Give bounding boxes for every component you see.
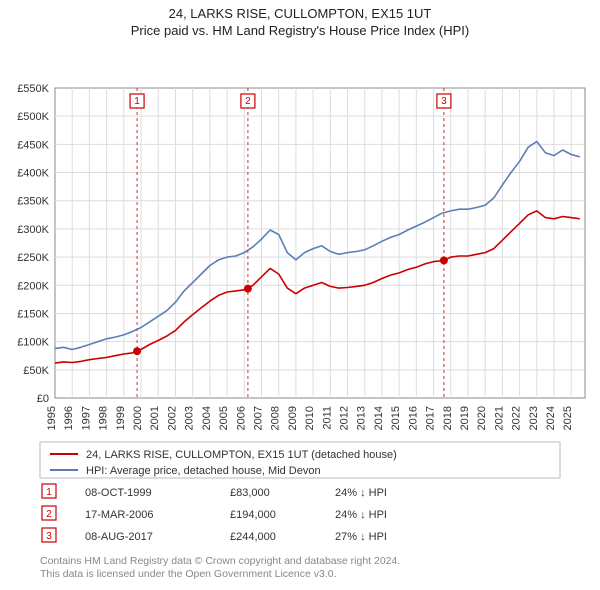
y-tick-label: £150K [17, 308, 49, 320]
chart-svg: £0 £50K £100K £150K £200K £250K £300K £350K £400… [0, 40, 600, 588]
y-tick-label: £350K [17, 196, 49, 208]
tx-diff: 27% ↓ HPI [335, 531, 387, 543]
x-tick-label: 2011 [321, 406, 333, 430]
x-tick-label: 2016 [407, 406, 419, 430]
tx-date: 08-AUG-2017 [85, 531, 153, 543]
x-tick-label: 2022 [511, 406, 523, 430]
chart-container: { "header": { "line1": "24, LARKS RISE, … [0, 0, 600, 590]
y-tick-label: £50K [23, 365, 49, 377]
x-tick-label: 2025 [562, 406, 574, 430]
y-tick-label: £550K [17, 83, 49, 95]
chart-title-line2: Price paid vs. HM Land Registry's House … [0, 23, 600, 40]
y-tick-label: £450K [17, 139, 49, 151]
legend-label: HPI: Average price, detached house, Mid … [86, 465, 321, 477]
x-tick-label: 1998 [98, 406, 110, 430]
x-tick-label: 2010 [304, 406, 316, 430]
tx-row-num: 3 [46, 531, 52, 542]
x-tick-label: 1995 [46, 406, 58, 430]
tx-row-num: 1 [46, 487, 52, 498]
x-tick-label: 1997 [80, 406, 92, 430]
x-tick-label: 2024 [545, 406, 557, 430]
x-tick-label: 2009 [287, 406, 299, 430]
x-tick-label: 2006 [235, 406, 247, 430]
tx-price: £83,000 [230, 487, 270, 499]
x-tick-label: 2005 [218, 406, 230, 430]
legend-label: 24, LARKS RISE, CULLOMPTON, EX15 1UT (de… [86, 449, 397, 461]
y-tick-label: £200K [17, 280, 49, 292]
footer-line2: This data is licensed under the Open Gov… [40, 568, 337, 580]
x-tick-label: 2013 [356, 406, 368, 430]
y-tick-label: £250K [17, 252, 49, 264]
tx-price: £194,000 [230, 509, 276, 521]
y-tick-label: £300K [17, 224, 49, 236]
x-tick-label: 2004 [201, 406, 213, 430]
x-tick-label: 2008 [270, 406, 282, 430]
transaction-marker-num: 2 [245, 96, 251, 107]
x-tick-label: 1996 [63, 406, 75, 430]
y-tick-label: £400K [17, 167, 49, 179]
x-tick-label: 2014 [373, 406, 385, 430]
transaction-dot [440, 256, 448, 264]
tx-date: 08-OCT-1999 [85, 487, 152, 499]
x-tick-label: 2019 [459, 406, 471, 430]
y-tick-label: £100K [17, 336, 49, 348]
footer-line1: Contains HM Land Registry data © Crown c… [40, 555, 400, 567]
transaction-marker-num: 3 [441, 96, 447, 107]
x-tick-label: 2017 [425, 406, 437, 430]
tx-price: £244,000 [230, 531, 276, 543]
tx-date: 17-MAR-2006 [85, 509, 153, 521]
chart-title-line1: 24, LARKS RISE, CULLOMPTON, EX15 1UT [0, 6, 600, 23]
transaction-marker-num: 1 [134, 96, 140, 107]
x-tick-label: 1999 [115, 406, 127, 430]
y-tick-label: £0 [37, 393, 49, 405]
y-tick-label: £500K [17, 111, 49, 123]
x-tick-label: 2015 [390, 406, 402, 430]
x-tick-label: 2012 [339, 406, 351, 430]
x-tick-label: 2023 [528, 406, 540, 430]
x-tick-label: 2021 [493, 406, 505, 430]
x-tick-label: 2001 [149, 406, 161, 430]
tx-diff: 24% ↓ HPI [335, 487, 387, 499]
x-tick-label: 2007 [252, 406, 264, 430]
x-tick-label: 2003 [184, 406, 196, 430]
x-tick-label: 2018 [442, 406, 454, 430]
x-tick-label: 2000 [132, 406, 144, 430]
x-tick-label: 2002 [166, 406, 178, 430]
transaction-dot [133, 347, 141, 355]
tx-row-num: 2 [46, 509, 52, 520]
tx-diff: 24% ↓ HPI [335, 509, 387, 521]
transaction-dot [244, 284, 252, 292]
x-tick-label: 2020 [476, 406, 488, 430]
